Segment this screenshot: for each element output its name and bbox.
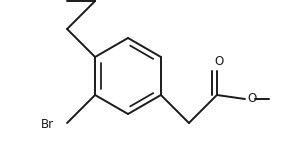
Text: O: O bbox=[247, 92, 256, 106]
Text: Br: Br bbox=[41, 118, 54, 131]
Text: O: O bbox=[214, 55, 223, 68]
